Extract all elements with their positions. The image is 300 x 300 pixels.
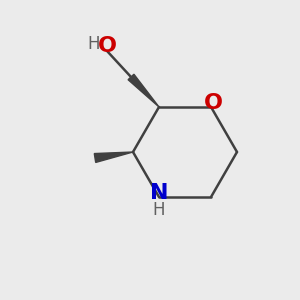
Text: H: H xyxy=(88,35,100,53)
Text: O: O xyxy=(98,36,116,56)
Text: H: H xyxy=(153,201,165,219)
Polygon shape xyxy=(128,74,159,107)
Polygon shape xyxy=(94,152,133,162)
Text: O: O xyxy=(203,93,223,113)
Text: N: N xyxy=(150,183,168,203)
